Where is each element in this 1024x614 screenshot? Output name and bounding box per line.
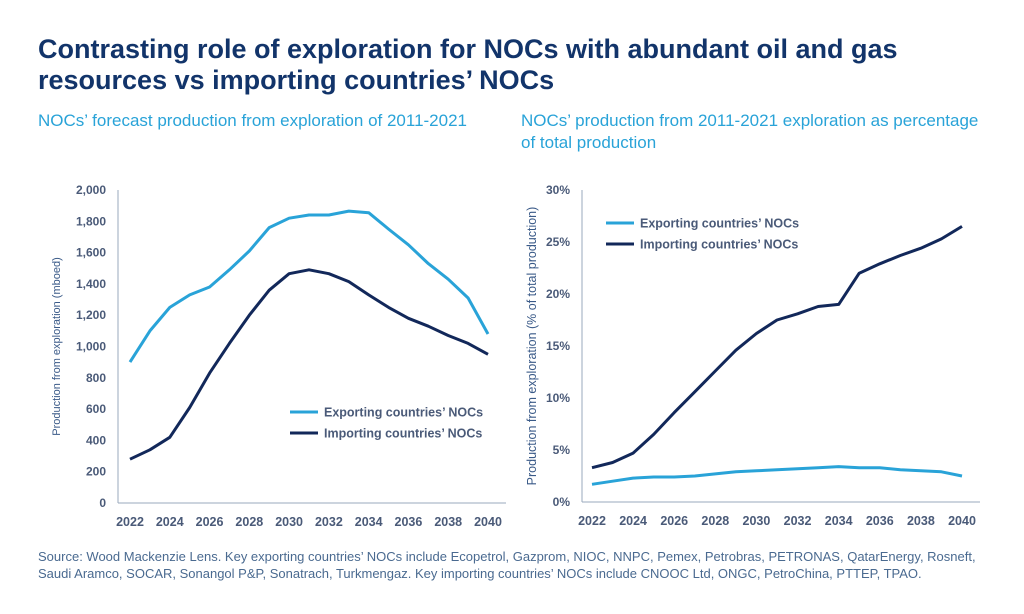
y-tick-label: 2,000 [76, 183, 106, 197]
x-tick-label: 2030 [743, 514, 771, 528]
x-tick-label: 2038 [907, 514, 935, 528]
legend-label: Importing countries’ NOCs [324, 427, 482, 441]
x-tick-label: 2022 [116, 515, 144, 529]
y-tick-label: 30% [546, 183, 570, 197]
y-tick-label: 1,000 [76, 340, 106, 354]
page-title: Contrasting role of exploration for NOCs… [38, 34, 898, 95]
y-axis-label: Production from exploration (mboed) [51, 257, 63, 436]
y-tick-label: 5% [553, 443, 571, 457]
y-tick-label: 1,600 [76, 246, 106, 260]
y-tick-label: 25% [546, 235, 570, 249]
exporting-series-line [591, 465, 963, 486]
y-tick-label: 1,200 [76, 308, 106, 322]
y-tick-label: 0% [553, 495, 571, 509]
y-axis-label: Production from exploration (% of total … [525, 207, 539, 486]
y-tick-label: 20% [546, 287, 570, 301]
y-tick-label: 1,400 [76, 277, 106, 291]
legend-label: Exporting countries’ NOCs [640, 217, 799, 231]
y-tick-label: 0 [99, 496, 106, 510]
y-tick-label: 1,800 [76, 214, 106, 228]
x-tick-label: 2032 [784, 514, 812, 528]
y-tick-label: 800 [86, 371, 106, 385]
x-tick-label: 2030 [275, 515, 303, 529]
x-tick-label: 2036 [395, 515, 423, 529]
y-tick-label: 10% [546, 391, 570, 405]
source-footnote: Source: Wood Mackenzie Lens. Key exporti… [38, 549, 976, 581]
right-chart-title: NOCs’ production from 2011-2021 explorat… [521, 111, 979, 152]
exporting-series-line [128, 209, 490, 363]
x-tick-label: 2026 [660, 514, 688, 528]
x-tick-label: 2034 [355, 515, 383, 529]
importing-series-line [129, 268, 489, 461]
importing-series-line [591, 225, 963, 470]
legend-label: Exporting countries’ NOCs [324, 406, 483, 420]
legend-label: Importing countries’ NOCs [640, 238, 798, 252]
x-tick-label: 2024 [156, 515, 184, 529]
x-tick-label: 2026 [196, 515, 224, 529]
x-tick-label: 2028 [235, 515, 263, 529]
x-tick-label: 2036 [866, 514, 894, 528]
y-tick-label: 600 [86, 402, 106, 416]
y-tick-label: 400 [86, 433, 106, 447]
x-tick-label: 2024 [619, 514, 647, 528]
y-tick-label: 200 [86, 465, 106, 479]
left-chart-title: NOCs’ forecast production from explorati… [38, 111, 468, 130]
x-tick-label: 2028 [701, 514, 729, 528]
x-tick-label: 2038 [434, 515, 462, 529]
x-tick-label: 2040 [474, 515, 502, 529]
x-tick-label: 2032 [315, 515, 343, 529]
y-tick-label: 15% [546, 339, 570, 353]
x-tick-label: 2034 [825, 514, 853, 528]
x-tick-label: 2022 [578, 514, 606, 528]
x-tick-label: 2040 [948, 514, 976, 528]
